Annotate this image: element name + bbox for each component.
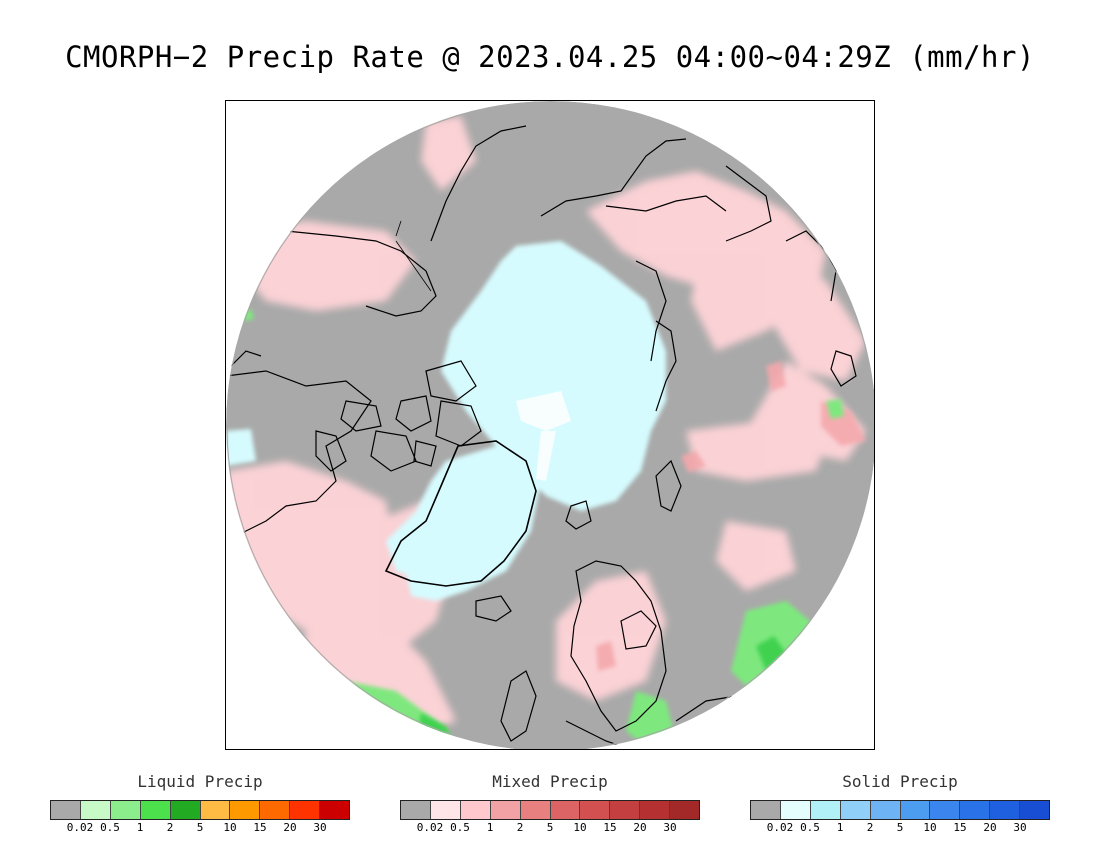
legend-tick-label: 1 [486,821,494,834]
legend-swatch [751,801,781,819]
legend-swatch [200,801,231,819]
legend-swatch [170,801,201,819]
legend-tick-label: 15 [253,821,267,834]
color-bar-liquid [50,800,350,820]
precip-map-graphic [226,101,874,749]
color-bar-solid [750,800,1050,820]
legend-tick-label: 0.5 [450,821,470,834]
legend-swatch [51,801,81,819]
legend-tick-label: 0.5 [100,821,120,834]
legend-swatch [260,801,291,819]
precip-field [226,101,874,749]
legend-tick-label: 2 [866,821,874,834]
legend-swatch [490,801,521,819]
legend-tick-label: 30 [313,821,327,834]
map-title: CMORPH−2 Precip Rate @ 2023.04.25 04:00~… [65,40,1035,74]
legend-tick-label: 2 [516,821,524,834]
legend-tick-label: 20 [283,821,297,834]
legend-tick-label: 0.02 [416,821,444,834]
legend-swatch [230,801,261,819]
pole-no-data-wedge [516,391,571,481]
tick-labels-mixed: 0.02 0.5 1 2 5 10 15 20 30 [400,820,700,834]
legend-tick-label: 0.02 [766,821,794,834]
legend-swatch [290,801,321,819]
legend-title-solid: Solid Precip [842,772,958,791]
legend-tick-label: 10 [573,821,587,834]
legend-swatch [320,801,350,819]
legend-swatch [520,801,551,819]
legend-tick-label: 0.5 [800,821,820,834]
legend-tick-label: 1 [136,821,144,834]
legend-swatch [780,801,811,819]
legend-solid: Solid Precip 0.02 0.5 1 2 5 10 15 20 30 [750,772,1050,834]
legend-swatch [550,801,581,819]
legend-tick-label: 20 [633,821,647,834]
legend-swatch [610,801,641,819]
legend-tick-label: 15 [953,821,967,834]
tick-labels-solid: 0.02 0.5 1 2 5 10 15 20 30 [750,820,1050,834]
legend-tick-label: 2 [166,821,174,834]
legend-swatch [140,801,171,819]
legend-swatch [80,801,111,819]
legend-swatch [900,801,931,819]
legend-title-mixed: Mixed Precip [492,772,608,791]
legend-swatch [840,801,871,819]
legend-swatch [1020,801,1050,819]
legend-tick-label: 10 [923,821,937,834]
tick-labels-liquid: 0.02 0.5 1 2 5 10 15 20 30 [50,820,350,834]
legend-tick-label: 20 [983,821,997,834]
legend-title-liquid: Liquid Precip [137,772,263,791]
legend-swatch [810,801,841,819]
solid-precip-areas [226,241,666,601]
legend-tick-label: 1 [836,821,844,834]
legend-mixed: Mixed Precip 0.02 0.5 1 2 5 10 15 20 30 [400,772,700,834]
legend-tick-label: 10 [223,821,237,834]
legend-liquid: Liquid Precip 0.02 0.5 1 2 5 10 15 20 30 [50,772,350,834]
legend-swatch [870,801,901,819]
legend-swatch [960,801,991,819]
legend-swatch [990,801,1021,819]
legend-swatch [930,801,961,819]
legend-tick-label: 30 [663,821,677,834]
legend-swatch [401,801,431,819]
polar-map [225,100,875,750]
legend-swatch [670,801,700,819]
color-bar-mixed [400,800,700,820]
legend-swatch [430,801,461,819]
legend-tick-label: 15 [603,821,617,834]
legend-tick-label: 30 [1013,821,1027,834]
legend-tick-label: 5 [546,821,554,834]
legend-swatch [110,801,141,819]
legend-tick-label: 5 [196,821,204,834]
legend-swatch [460,801,491,819]
legend-swatch [580,801,611,819]
legend-swatch [640,801,671,819]
legend-tick-label: 0.02 [66,821,94,834]
legend-tick-label: 5 [896,821,904,834]
